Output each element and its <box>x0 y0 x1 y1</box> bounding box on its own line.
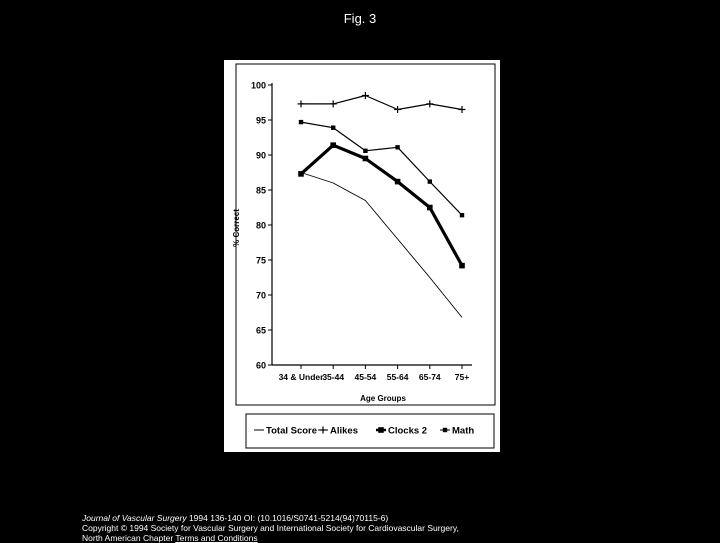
y-tick-label: 70 <box>256 291 266 301</box>
y-tick-label: 85 <box>256 186 266 196</box>
series-line-total-score <box>300 172 463 318</box>
data-point-clocks-2 <box>394 178 401 185</box>
y-tick-label: 60 <box>256 361 266 371</box>
x-tick-label: 45-54 <box>355 372 377 382</box>
data-point-alikes <box>361 92 369 99</box>
x-tick-label: 55-64 <box>387 372 409 382</box>
chart-legend: Total Score Alikes Clocks 2 Math <box>245 413 495 449</box>
x-axis-label: Age Groups <box>360 394 406 403</box>
y-tick-label: 80 <box>256 221 266 231</box>
legend-marker-alikes <box>319 426 327 434</box>
copyright-text: Copyright © 1994 Society for Vascular Su… <box>82 523 459 533</box>
y-tick-label: 75 <box>256 256 266 266</box>
plot-frame <box>235 63 496 406</box>
chapter-text: North American Chapter <box>82 533 174 543</box>
y-tick-label: 100 <box>251 81 266 91</box>
x-tick-label: 35-44 <box>322 372 344 382</box>
data-point-alikes <box>426 100 434 108</box>
citation-text: 1994 136-140 OI: (10.1016/S0741-5214(94)… <box>186 513 389 523</box>
data-point-math <box>363 148 368 153</box>
x-tick-label: 75+ <box>455 372 469 382</box>
terms-link[interactable]: Terms and Conditions <box>175 533 258 543</box>
data-point-math <box>459 213 465 218</box>
data-point-alikes <box>394 106 402 113</box>
series-line-math <box>300 121 463 216</box>
figure-title: Fig. 3 <box>343 11 377 26</box>
data-point-alikes <box>458 106 466 113</box>
series-line-clocks-2 <box>299 143 464 267</box>
chart-series <box>297 92 466 318</box>
data-point-math <box>331 125 336 130</box>
y-tick-label: 95 <box>256 116 266 126</box>
journal-name: Journal of Vascular Surgery <box>82 513 187 523</box>
chart-panel: 60 65 70 75 80 85 90 95 100 34 & Under 35-44 45-54 5… <box>224 60 500 452</box>
y-tick-label: 65 <box>256 326 266 336</box>
data-point-math <box>395 145 400 150</box>
legend-frame <box>245 413 495 449</box>
y-axis-label: % Correct <box>232 209 241 247</box>
legend-marker-math <box>442 427 448 433</box>
legend-label-clocks-2: Clocks 2 <box>388 426 427 437</box>
legend-marker-clocks-2 <box>378 427 384 433</box>
data-point-alikes <box>297 100 305 108</box>
data-point-clocks-2 <box>362 155 369 162</box>
data-point-clocks-2 <box>298 171 304 177</box>
legend-label-alikes: Alikes <box>330 426 358 437</box>
data-point-math <box>298 119 304 125</box>
data-point-math <box>427 179 432 184</box>
y-tick-label: 90 <box>256 151 266 161</box>
x-tick-label: 34 & Under <box>279 372 325 382</box>
legend-label-math: Math <box>452 426 474 437</box>
data-point-alikes <box>329 100 337 108</box>
data-point-clocks-2 <box>330 142 336 148</box>
citation-footer: Journal of Vascular Surgery 1994 136-140… <box>82 513 682 543</box>
legend-label-total-score: Total Score <box>266 426 317 437</box>
data-point-clocks-2 <box>427 204 433 211</box>
data-point-clocks-2 <box>459 262 465 269</box>
x-tick-label: 65-74 <box>419 372 441 382</box>
series-line-alikes <box>301 94 463 111</box>
